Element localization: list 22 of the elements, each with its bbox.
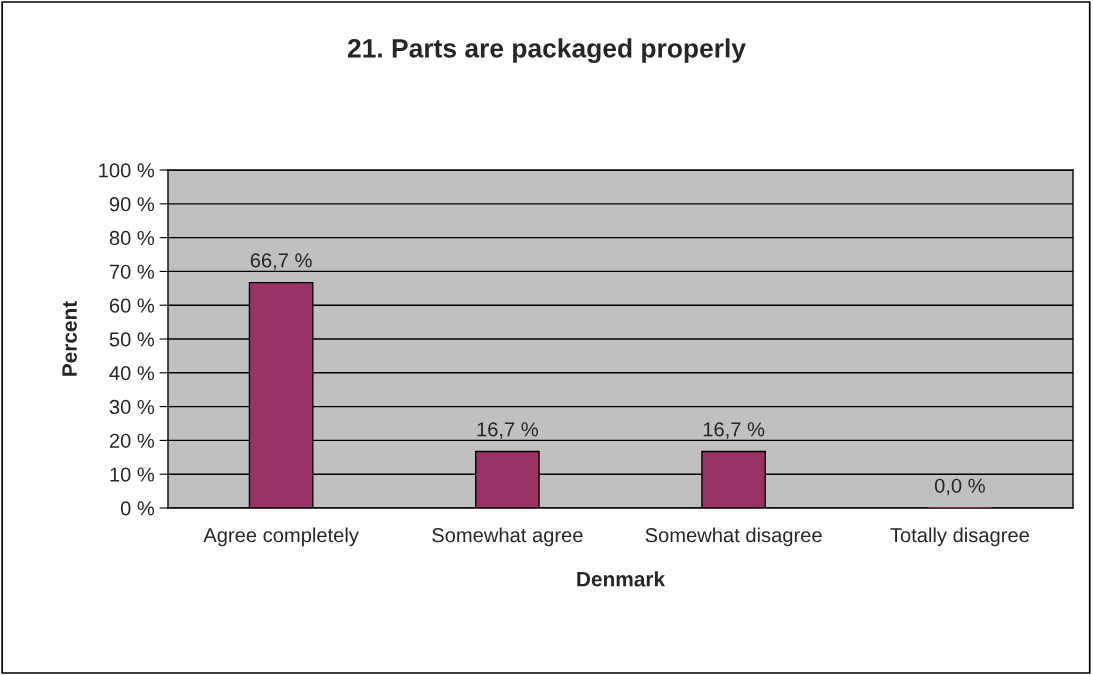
y-tick-label: 60 % (109, 298, 155, 313)
y-tick-label: 80 % (109, 230, 155, 246)
y-tick-label: 100 % (99, 163, 155, 178)
data-label: 0,0 % (934, 478, 985, 496)
x-tick-label: Somewhat agree (432, 527, 583, 547)
data-label: 66,7 % (250, 253, 312, 270)
y-tick-label: 50 % (109, 332, 155, 347)
y-tick-label: 10 % (110, 467, 155, 482)
chart-title: 21. Parts are packaged properly (347, 38, 746, 63)
data-label: 16,7 % (477, 422, 538, 439)
y-tick-label: 20 % (109, 433, 155, 448)
x-tick-label: Somewhat disagree (645, 527, 822, 547)
y-tick-label: 0 % (120, 501, 155, 516)
x-tick-label: Totally disagree (890, 527, 1029, 547)
x-axis-title: Denmark (577, 571, 666, 587)
y-tick-label: 30 % (109, 399, 155, 415)
y-tick-label: 90 % (109, 197, 155, 212)
y-axis-title: Percent (62, 301, 77, 376)
y-tick-label: 70 % (109, 264, 155, 279)
data-label: 16,7 % (703, 422, 765, 439)
x-tick-label: Agree completely (203, 527, 359, 547)
y-tick-label: 40 % (109, 366, 155, 381)
